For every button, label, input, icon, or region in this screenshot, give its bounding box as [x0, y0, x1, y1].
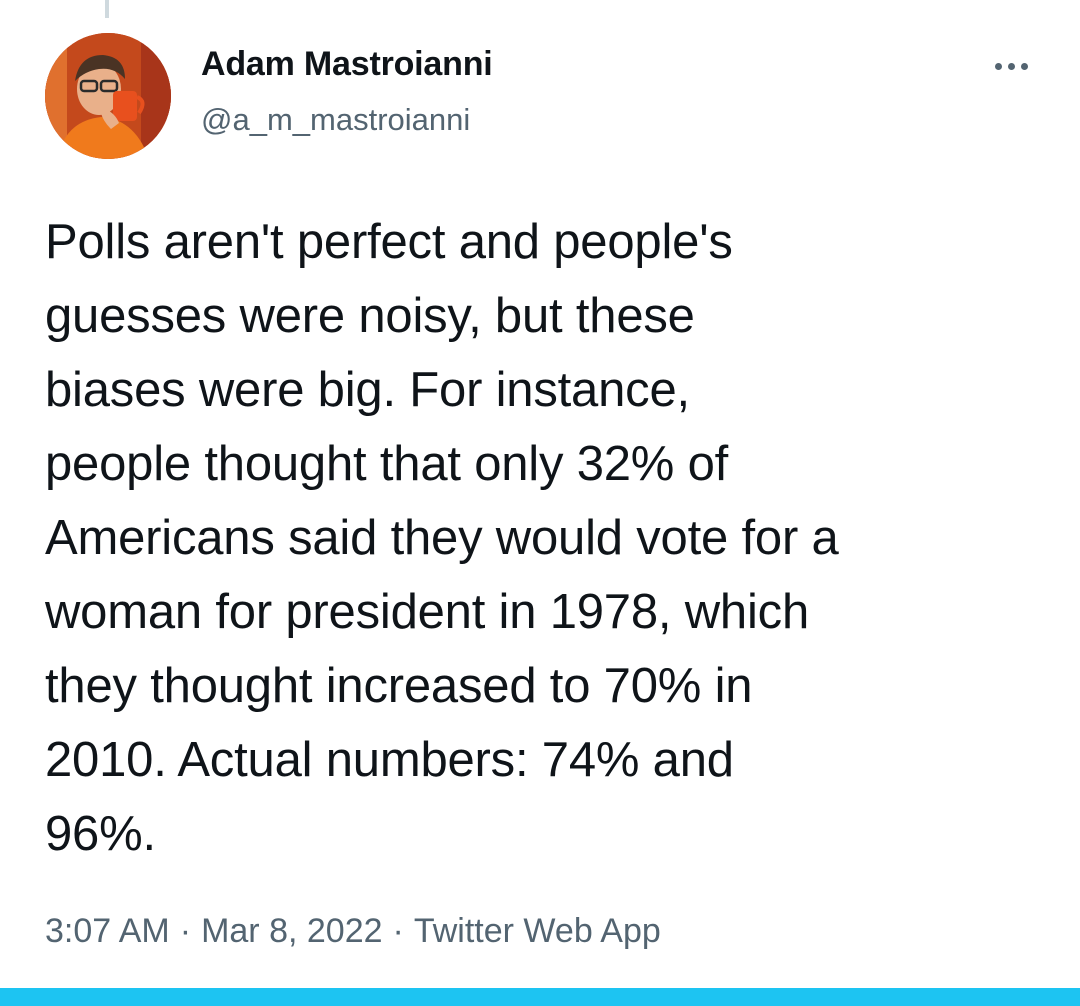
tweet-time[interactable]: 3:07 AM · Mar 8, 2022: [45, 912, 383, 950]
tweet-source[interactable]: Twitter Web App: [413, 912, 661, 950]
tweet-text-line: biases were big. For instance,: [45, 363, 690, 417]
tweet-text-line: guesses were noisy, but these: [45, 289, 695, 343]
more-horizontal-icon-dot: [1007, 62, 1015, 70]
tweet-time-value[interactable]: 3:07 AM: [45, 912, 170, 950]
tweet-text: Polls aren't perfect and people's guesse…: [45, 205, 1055, 871]
author-display-name[interactable]: Adam Mastroianni: [201, 45, 493, 83]
more-options-button[interactable]: [985, 48, 1037, 84]
tweet-date[interactable]: Mar 8, 2022: [201, 912, 383, 950]
tweet-text-line: people thought that only 32% of: [45, 437, 729, 491]
avatar[interactable]: [45, 33, 171, 159]
more-horizontal-icon: [994, 62, 1002, 70]
tweet-text-line: they thought increased to 70% in: [45, 659, 753, 713]
avatar-image: [45, 33, 171, 159]
tweet-text-line: Americans said they would vote for a: [45, 511, 839, 565]
author-handle[interactable]: @a_m_mastroianni: [201, 102, 471, 137]
tweet-text-line: woman for president in 1978, which: [45, 585, 810, 639]
meta-separator: ·: [392, 912, 404, 950]
bottom-accent-bar: [0, 988, 1080, 1006]
tweet-text-line: 2010. Actual numbers: 74% and: [45, 733, 734, 787]
tweet-text-line: 96%.: [45, 807, 156, 861]
thread-connector-line: [105, 0, 109, 18]
tweet-metadata: 3:07 AM · Mar 8, 2022 · Twitter Web App: [45, 912, 661, 951]
meta-separator: ·: [179, 912, 192, 950]
tweet-text-line: Polls aren't perfect and people's: [45, 215, 733, 269]
more-horizontal-icon-dot: [1020, 62, 1028, 70]
